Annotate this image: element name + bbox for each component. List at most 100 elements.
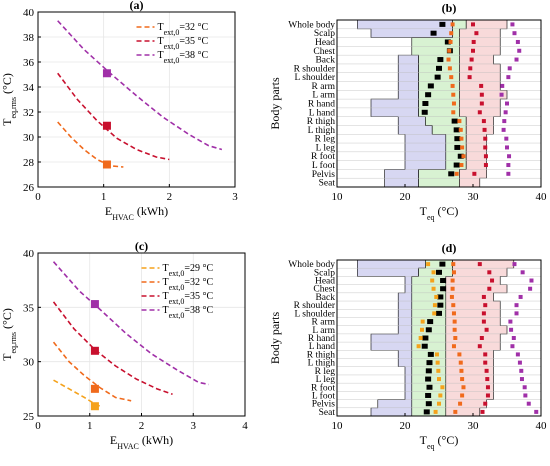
marker-black — [439, 21, 446, 27]
marker-c35 — [477, 344, 482, 349]
body-part-label: Scalp — [314, 29, 335, 39]
body-part-label: Head — [315, 277, 335, 287]
body-part-label: L hand — [309, 342, 336, 352]
marker-c38 — [506, 75, 511, 80]
marker-c29 — [440, 385, 445, 390]
marker-black — [437, 302, 444, 308]
marker-c35 — [468, 66, 473, 71]
series-marker-c38 — [90, 300, 99, 309]
marker-black — [440, 278, 447, 284]
marker-black — [453, 162, 460, 168]
marker-c38 — [506, 171, 511, 176]
marker-black — [454, 136, 461, 142]
marker-c29 — [416, 344, 421, 349]
marker-c35 — [490, 278, 495, 283]
marker-c38 — [528, 286, 533, 291]
marker-c32 — [457, 119, 462, 124]
marker-c32 — [451, 262, 456, 267]
x-tick-label: 20 — [400, 420, 412, 432]
marker-c38 — [505, 101, 509, 106]
marker-c29 — [435, 360, 440, 365]
marker-c38 — [508, 319, 513, 324]
series-line-c35 — [52, 301, 173, 396]
marker-c32 — [451, 270, 456, 275]
marker-black — [427, 351, 434, 357]
y-axis-label: Teq,rms (°C) — [0, 73, 18, 126]
marker-c35 — [479, 336, 484, 340]
marker-c35 — [483, 360, 488, 365]
y-tick-label: 25 — [23, 411, 35, 423]
marker-c38 — [519, 368, 524, 373]
y-axis-label: Body parts — [268, 312, 282, 365]
marker-c32 — [458, 360, 463, 365]
marker-c29 — [420, 327, 424, 332]
marker-c32 — [451, 303, 456, 308]
marker-black — [430, 30, 437, 36]
x-tick-label: 2 — [139, 420, 145, 432]
marker-c35 — [472, 171, 477, 176]
panel-a-chart: 0 1 2 3 26 28 30 32 34 36 38 40 (a) EHVAC (kWh) Teq,rm… — [0, 0, 238, 222]
marker-black — [425, 376, 432, 382]
marker-c38 — [514, 303, 519, 308]
series-line-c32 — [52, 341, 132, 402]
series-marker-c38 — [102, 69, 111, 78]
body-part-label: Seat — [319, 179, 336, 189]
y-tick-label: 38 — [23, 32, 35, 44]
marker-black — [444, 39, 451, 45]
marker-c29 — [420, 319, 425, 324]
series-line-c32 — [57, 121, 124, 168]
marker-c38 — [534, 409, 539, 414]
marker-c35 — [487, 286, 492, 291]
marker-c38 — [517, 360, 522, 365]
x-tick-label: 30 — [468, 191, 480, 203]
marker-c32 — [453, 409, 458, 414]
marker-c35 — [483, 163, 488, 168]
marker-c38 — [510, 344, 515, 349]
marker-c35 — [483, 352, 488, 357]
legend-label: Text,0=32 °C — [163, 277, 214, 292]
marker-c35 — [479, 83, 484, 88]
legend-label: Text,0=32 °C — [158, 22, 209, 37]
marker-black — [423, 409, 430, 415]
marker-black — [425, 327, 432, 333]
legend-label: Text,0=38 °C — [158, 50, 209, 65]
x-axis-label: EHVAC (kWh) — [105, 204, 168, 222]
marker-c38 — [510, 22, 515, 27]
x-tick-label: 1 — [87, 420, 93, 432]
marker-c32 — [453, 336, 458, 340]
panel-title: (d) — [442, 241, 457, 255]
marker-c35 — [474, 31, 479, 36]
marker-c29 — [434, 352, 439, 357]
series-marker-c35 — [102, 121, 111, 130]
series-marker-c29 — [90, 402, 99, 411]
marker-c35 — [477, 110, 482, 115]
marker-c35 — [481, 294, 486, 299]
marker-c38 — [505, 145, 509, 150]
body-part-label: L arm — [312, 91, 335, 101]
marker-c29 — [434, 294, 439, 299]
marker-c35 — [471, 48, 475, 53]
y-tick-label: 26 — [23, 182, 35, 194]
x-tick-label: 0 — [35, 420, 41, 432]
marker-c32 — [451, 311, 456, 316]
marker-black — [422, 335, 429, 341]
marker-c38 — [509, 327, 514, 332]
marker-black — [448, 171, 455, 177]
y-tick-label: 34 — [23, 82, 35, 94]
marker-c32 — [450, 22, 455, 27]
marker-c38 — [515, 352, 520, 357]
marker-c35 — [483, 136, 488, 141]
legend-label: Text,0=35 °C — [163, 291, 214, 306]
body-part-label: R thigh — [307, 350, 335, 360]
body-part-label: Chest — [313, 285, 335, 295]
marker-black — [434, 74, 441, 80]
marker-c38 — [499, 92, 504, 97]
marker-c35 — [487, 270, 492, 275]
body-part-label: R hand — [308, 100, 335, 110]
marker-black — [454, 144, 461, 150]
body-part-label: R leg — [315, 135, 336, 145]
marker-c32 — [451, 344, 456, 349]
panel-title: (b) — [442, 1, 457, 15]
